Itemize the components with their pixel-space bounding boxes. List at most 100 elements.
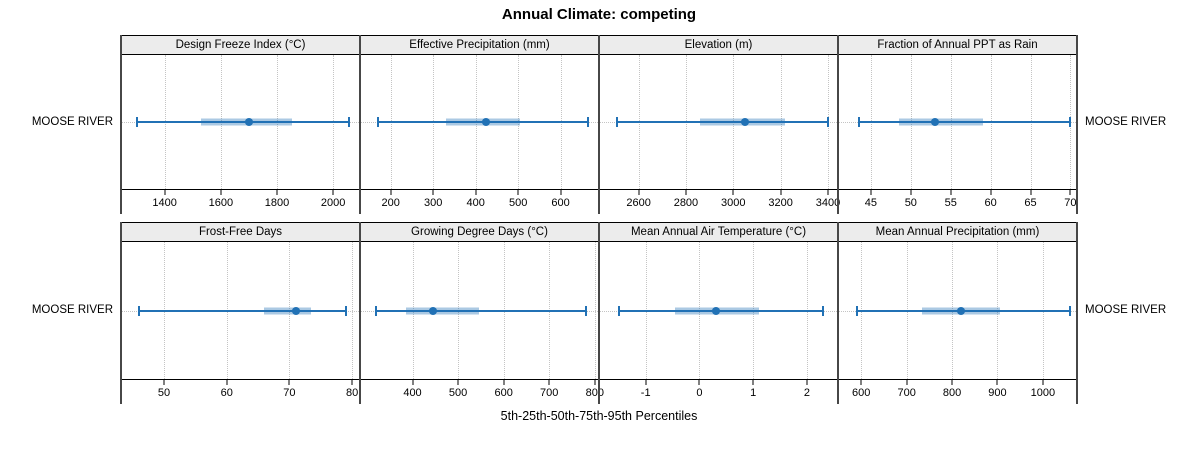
panel-strip-label: Mean Annual Precipitation (mm)	[839, 222, 1076, 242]
axis-tick	[752, 380, 754, 385]
axis-tick-label: 0	[696, 387, 703, 399]
chart-title: Annual Climate: competing	[501, 6, 697, 23]
whisker-cap	[587, 117, 590, 127]
whisker-cap	[1069, 305, 1072, 316]
panel-plot	[361, 55, 598, 190]
whisker-line	[618, 309, 823, 312]
axis-tick-label: 50	[904, 197, 917, 209]
x-axis: 400 500 600 700 800	[361, 380, 604, 404]
axis-tick-label: 2600	[626, 197, 651, 209]
panel-strip-label: Design Freeze Index (°C)	[122, 35, 359, 55]
axis-tick-label: -1	[640, 387, 651, 399]
axis-tick	[351, 380, 353, 385]
whisker-cap	[617, 305, 620, 316]
axis-tick	[685, 190, 687, 195]
axis-caption: 5th-25th-50th-75th-95th Percentiles	[500, 409, 698, 423]
median-dot	[711, 306, 720, 315]
whisker-line	[858, 121, 1071, 123]
axis-tick	[457, 380, 459, 385]
axis-tick	[906, 380, 908, 385]
panel-column: Elevation (m) 2600 2800 3000 3200 3400	[598, 35, 841, 214]
whisker-cap	[375, 305, 378, 316]
panel-plot	[122, 242, 359, 380]
axis-tick	[164, 190, 166, 195]
axis-tick	[860, 380, 862, 385]
axis-tick	[163, 380, 165, 385]
whisker-cap	[584, 305, 587, 316]
whisker-cap	[137, 305, 140, 316]
median-dot	[930, 118, 939, 126]
whisker-cap	[822, 305, 825, 316]
panel-strip-label: Elevation (m)	[600, 35, 837, 55]
axis-tick-label: 1000	[1030, 387, 1056, 399]
axis-tick-label: 700	[540, 387, 559, 399]
axis-tick	[390, 190, 392, 195]
panel-plot	[361, 242, 598, 380]
panel-plot	[600, 55, 837, 190]
axis-tick-label: 60	[984, 197, 997, 209]
axis-tick-label: 600	[494, 387, 513, 399]
axis-tick-label: 900	[988, 387, 1007, 399]
panel-column: Design Freeze Index (°C) 1400 1600 1800 2000	[120, 35, 359, 214]
x-axis: 200 300 400 500 600	[361, 190, 598, 214]
whisker-cap	[376, 117, 379, 127]
row-label-right-bottom: MOOSE RIVER	[1085, 304, 1167, 316]
axis-tick	[951, 380, 953, 385]
x-axis: 1400 1600 1800 2000	[122, 190, 359, 214]
axis-tick	[412, 380, 413, 385]
panel-row: Frost-Free Days 50 60 70 80 Growing Degree Da…	[120, 222, 1078, 404]
axis-tick	[517, 190, 519, 195]
panel-column: Growing Degree Days (°C) 400 500 600 700 800	[359, 222, 604, 404]
x-axis: 600 700 800 900 1000	[839, 380, 1076, 404]
axis-tick	[226, 380, 228, 385]
axis-tick-label: 1400	[152, 197, 177, 209]
panel-column: Mean Annual Precipitation (mm) 600 700 800 9…	[837, 222, 1078, 404]
whisker-cap	[616, 117, 619, 127]
x-axis: 45 50 55 60 65 70	[839, 190, 1077, 214]
axis-tick	[698, 380, 700, 385]
whisker-cap	[855, 305, 858, 316]
axis-tick-label: 3400	[815, 197, 841, 209]
panel-plot	[839, 55, 1076, 190]
whisker-line	[617, 121, 828, 123]
axis-tick	[806, 380, 808, 385]
axis-tick	[1042, 380, 1044, 385]
axis-tick	[638, 190, 640, 195]
row-label-left-bottom: MOOSE RIVER	[31, 304, 113, 316]
median-dot	[429, 306, 437, 315]
panel-plot	[839, 242, 1076, 380]
axis-tick-label: 1800	[264, 197, 290, 209]
axis-tick	[827, 190, 829, 195]
axis-tick-label: 700	[897, 387, 916, 399]
axis-tick-label: 600	[551, 197, 570, 209]
axis-tick-label: 400	[403, 387, 422, 399]
median-dot	[957, 306, 966, 315]
axis-tick-label: 2000	[320, 197, 346, 209]
whisker-line	[138, 309, 346, 312]
median-dot	[291, 306, 300, 315]
whisker-cap	[135, 117, 138, 127]
panel-plot	[122, 55, 359, 190]
axis-tick	[950, 190, 952, 195]
axis-tick-label: 70	[1064, 197, 1077, 209]
axis-tick-label: 500	[448, 387, 468, 399]
axis-tick	[220, 190, 222, 195]
axis-tick-label: 65	[1024, 197, 1037, 209]
axis-tick	[432, 190, 434, 195]
panel-column: Mean Annual Air Temperature (°C) -1 0 1 2	[598, 222, 837, 404]
axis-tick-label: 55	[944, 197, 957, 209]
axis-tick-label: 3200	[768, 197, 793, 209]
whisker-cap	[857, 117, 860, 127]
axis-tick	[276, 190, 278, 195]
axis-tick	[1030, 190, 1031, 195]
axis-tick	[1069, 190, 1071, 195]
axis-tick	[732, 190, 734, 195]
axis-tick-label: 2800	[673, 197, 699, 209]
axis-tick-label: 800	[942, 387, 962, 399]
x-axis: -1 0 1 2	[600, 380, 837, 404]
median-dot	[741, 118, 750, 126]
axis-tick	[990, 190, 992, 195]
axis-tick	[594, 380, 596, 385]
median-dot	[244, 118, 253, 126]
axis-tick-label: 60	[220, 387, 233, 399]
